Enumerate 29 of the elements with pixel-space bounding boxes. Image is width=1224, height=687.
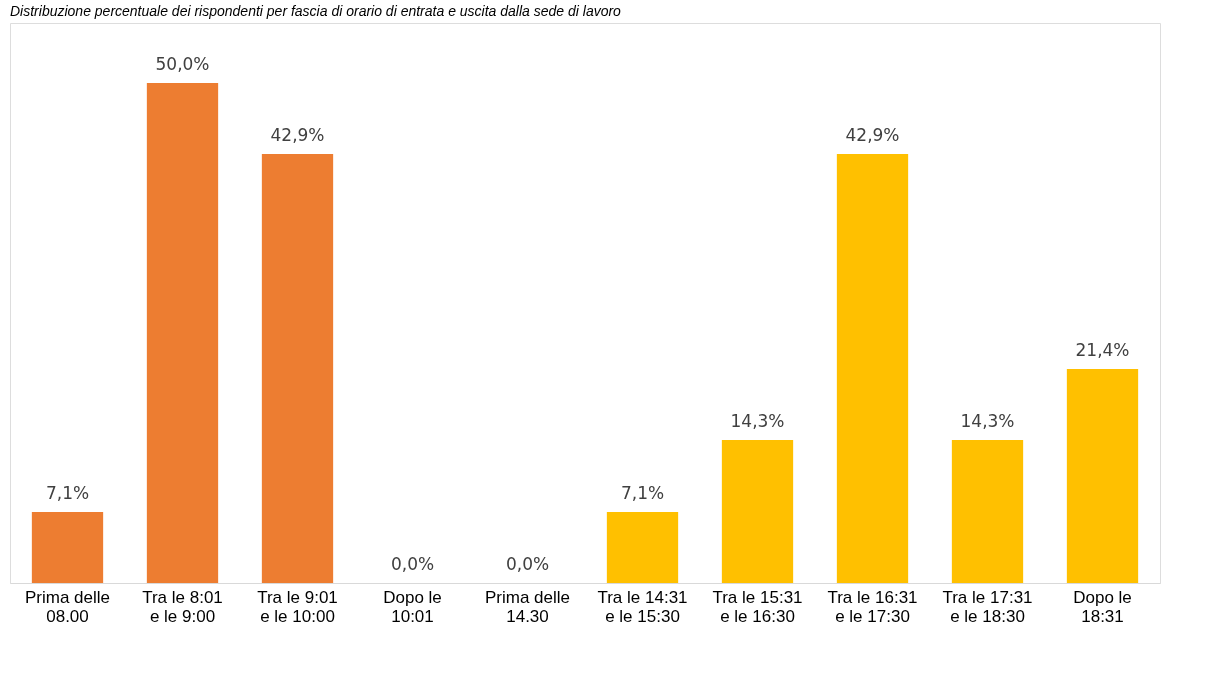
data-label: 14,3% <box>960 411 1015 431</box>
x-tick-label: Tra le 16:31 e le 17:30 <box>827 587 918 626</box>
x-tick-label: Dopo le 18:31 <box>1073 587 1132 626</box>
x-tick-label: Tra le 14:31 e le 15:30 <box>597 587 688 626</box>
bar <box>261 154 334 583</box>
bar <box>951 440 1024 583</box>
bar <box>606 512 679 583</box>
x-tick-label: Tra le 9:01 e le 10:00 <box>257 587 338 626</box>
x-tick-label: Tra le 15:31 e le 16:30 <box>712 587 803 626</box>
bar <box>721 440 794 583</box>
data-label: 42,9% <box>845 125 900 145</box>
data-label: 7,1% <box>620 483 665 503</box>
x-tick-label: Prima delle 14.30 <box>484 587 571 626</box>
bar <box>146 83 219 583</box>
bar <box>836 154 909 583</box>
chart-title: Distribuzione percentuale dei rispondenti per fascia di orario di entrata e uscita dalla sede di lavoro <box>10 3 622 19</box>
data-label: 42,9% <box>270 125 325 145</box>
data-label: 0,0% <box>390 554 435 574</box>
bar <box>31 512 104 583</box>
x-tick-label: Dopo le 10:01 <box>383 587 442 626</box>
data-label: 7,1% <box>45 483 90 503</box>
x-tick-label: Prima delle 08.00 <box>24 587 111 626</box>
data-label: 21,4% <box>1075 340 1130 360</box>
x-tick-label: Tra le 8:01 e le 9:00 <box>142 587 223 626</box>
data-label: 14,3% <box>730 411 785 431</box>
data-label: 0,0% <box>505 554 550 574</box>
x-tick-label: Tra le 17:31 e le 18:30 <box>942 587 1033 626</box>
bar <box>1066 369 1139 583</box>
data-label: 50,0% <box>155 54 210 74</box>
